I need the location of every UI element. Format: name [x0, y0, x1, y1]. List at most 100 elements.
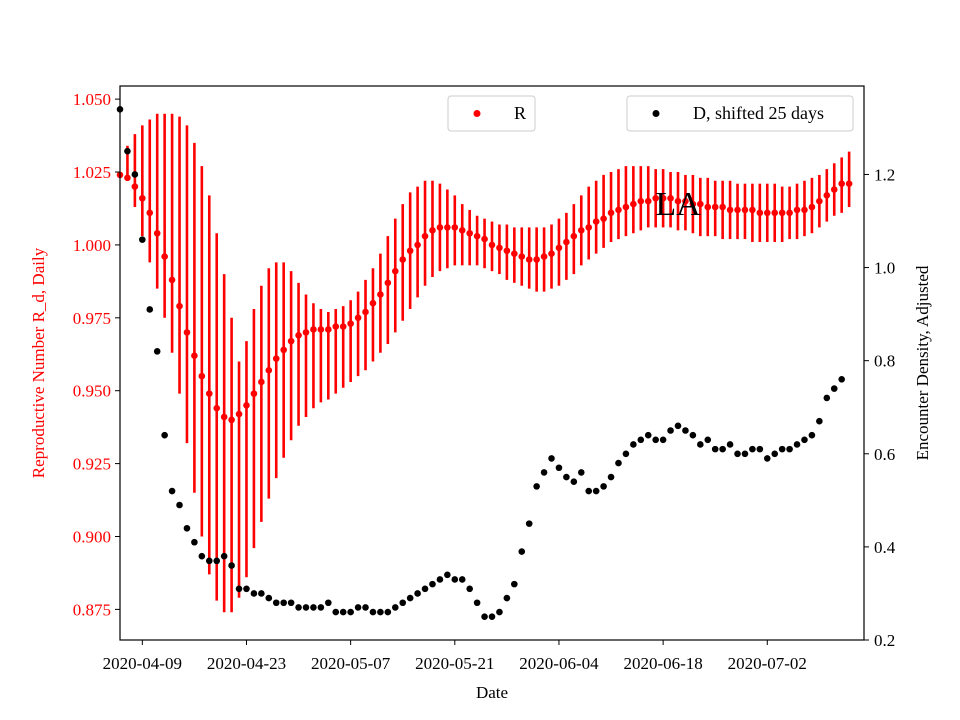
- r-point: [384, 279, 392, 287]
- d-point: [414, 590, 421, 597]
- d-point: [734, 450, 741, 458]
- d-point: [577, 469, 585, 476]
- right-tick-label: 0.6: [874, 445, 895, 464]
- r-point: [771, 209, 779, 217]
- left-tick-label: 0.925: [73, 455, 111, 474]
- left-tick-label: 1.000: [73, 236, 111, 255]
- r-point: [838, 180, 845, 187]
- d-point: [258, 590, 265, 597]
- d-point: [726, 441, 734, 448]
- r-point: [354, 314, 362, 322]
- left-tick-label: 0.975: [73, 309, 111, 328]
- d-point: [630, 441, 637, 448]
- d-point: [146, 306, 154, 313]
- r-point: [287, 337, 295, 345]
- d-point: [265, 594, 273, 602]
- r-point: [139, 194, 146, 202]
- r-point: [659, 194, 667, 202]
- d-point: [525, 520, 533, 527]
- r-point: [704, 203, 712, 211]
- x-tick-label: 2020-04-23: [207, 654, 286, 673]
- d-point: [548, 455, 555, 462]
- d-point: [377, 608, 384, 616]
- r-point: [682, 197, 689, 205]
- r-point: [131, 183, 139, 190]
- d-point: [763, 455, 771, 462]
- legend-d-label: D, shifted 25 days: [693, 103, 824, 123]
- d-point: [153, 348, 161, 355]
- d-point: [793, 441, 801, 448]
- r-point: [756, 209, 764, 217]
- legend-r-marker: [473, 110, 481, 117]
- d-point: [704, 436, 712, 444]
- r-point: [763, 209, 771, 217]
- right-tick-label: 1.2: [874, 165, 895, 184]
- d-point: [384, 608, 392, 616]
- d-point: [399, 599, 407, 607]
- r-point: [258, 378, 265, 386]
- d-point: [213, 557, 221, 565]
- d-point: [139, 236, 146, 243]
- d-point: [302, 604, 310, 611]
- d-point: [830, 385, 838, 392]
- r-point: [391, 267, 399, 275]
- d-point: [719, 445, 726, 453]
- r-point: [295, 332, 302, 339]
- right-axis-ticks: 0.2 0.4 0.6 0.8 1.0 1.2: [864, 165, 896, 650]
- d-point: [176, 501, 183, 509]
- d-point: [585, 487, 593, 495]
- r-point: [205, 390, 213, 397]
- r-point: [302, 329, 310, 336]
- d-point: [667, 427, 674, 434]
- r-point: [458, 227, 466, 234]
- r-point: [369, 299, 377, 307]
- d-point: [711, 445, 719, 453]
- d-point: [570, 478, 578, 486]
- r-error-bars: [126, 113, 851, 613]
- d-point: [756, 445, 764, 453]
- r-point: [749, 206, 756, 214]
- r-point: [533, 256, 540, 263]
- r-point: [592, 218, 600, 225]
- x-tick-label: 2020-05-21: [415, 654, 494, 673]
- r-point: [555, 244, 563, 252]
- d-point: [823, 394, 831, 402]
- legend-d-marker: [652, 110, 660, 117]
- r-point: [518, 253, 526, 260]
- r-point: [496, 244, 503, 252]
- d-point: [436, 576, 444, 583]
- x-tick-label: 2020-06-18: [623, 654, 702, 673]
- d-point: [592, 487, 600, 495]
- r-point: [265, 366, 273, 374]
- d-point: [310, 604, 317, 611]
- d-point: [488, 613, 496, 621]
- r-point: [176, 302, 183, 310]
- d-point: [339, 608, 347, 616]
- r-point: [719, 203, 726, 211]
- r-point: [778, 209, 786, 217]
- left-axis-label: Reproductive Number R_d, Daily: [29, 247, 48, 478]
- d-point: [481, 613, 488, 621]
- r-point: [183, 329, 191, 336]
- d-point: [622, 450, 630, 458]
- r-point: [325, 326, 332, 333]
- legend-r-label: R: [514, 103, 526, 123]
- r-point: [600, 215, 607, 222]
- d-point: [191, 538, 198, 546]
- d-point: [280, 599, 287, 607]
- r-point: [414, 241, 421, 249]
- x-tick-label: 2020-05-07: [311, 654, 391, 673]
- r-point: [444, 224, 451, 231]
- r-point: [250, 390, 258, 397]
- right-tick-label: 1.0: [874, 259, 895, 278]
- r-point: [198, 372, 206, 380]
- r-point: [436, 224, 444, 231]
- r-point: [808, 203, 816, 211]
- d-point: [555, 464, 563, 472]
- d-point: [518, 548, 526, 555]
- r-point: [272, 355, 280, 362]
- left-tick-label: 1.050: [73, 90, 111, 109]
- r-point: [317, 326, 325, 333]
- d-point: [600, 483, 607, 490]
